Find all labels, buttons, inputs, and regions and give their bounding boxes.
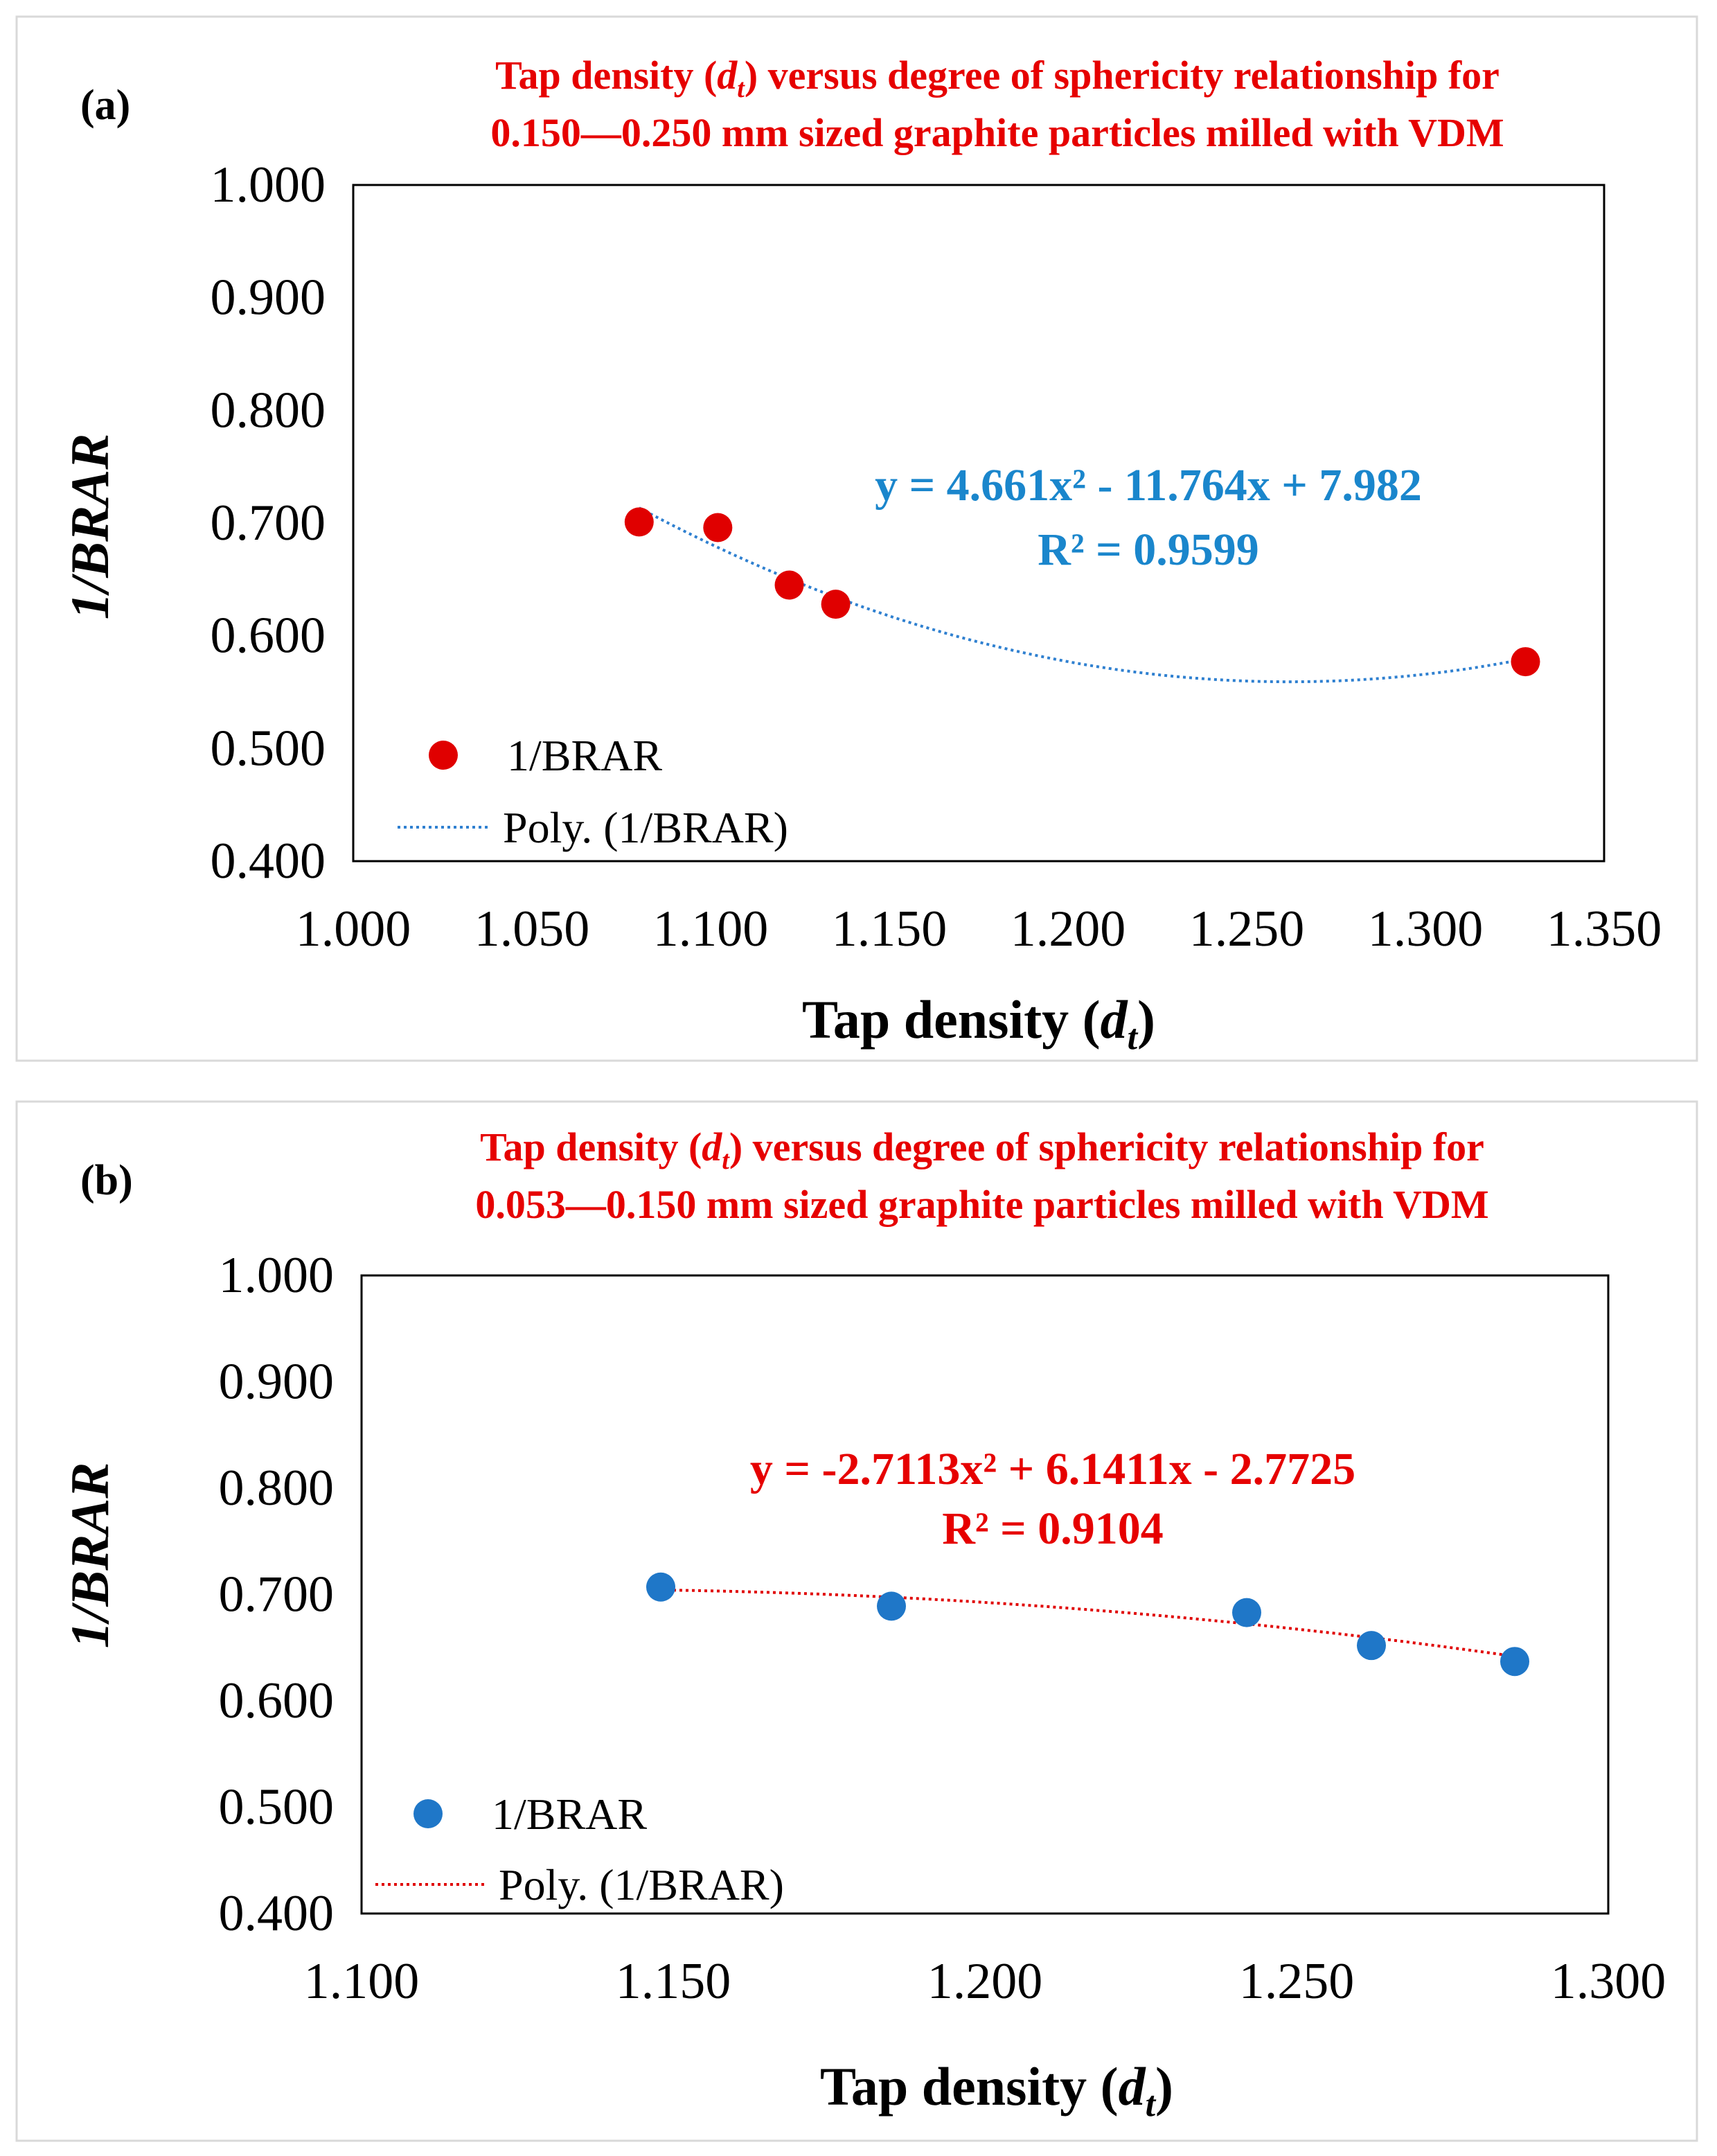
data-point xyxy=(1511,647,1540,677)
trendline-equation: y = -2.7113x² + 6.1411x - 2.7725 xyxy=(750,1444,1355,1494)
legend-label-series: 1/BRAR xyxy=(507,731,662,780)
title-text: 0.053—0.150 mm sized graphite particles … xyxy=(475,1182,1488,1227)
x-tick-label: 1.000 xyxy=(296,901,411,957)
title-text: ) versus degree of sphericity relationsh… xyxy=(729,1124,1484,1169)
chart-title-line: 0.053—0.150 mm sized graphite particles … xyxy=(475,1182,1488,1227)
x-tick-label: 1.100 xyxy=(304,1953,420,2010)
y-tick-label: 0.700 xyxy=(219,1566,335,1623)
legend-label-series: 1/BRAR xyxy=(492,1790,647,1839)
data-point xyxy=(646,1572,675,1602)
y-tick-label: 0.600 xyxy=(211,608,326,664)
x-axis-label-text: ) xyxy=(1155,2056,1173,2117)
plot-area xyxy=(360,1274,1610,1915)
chart-b: (b)Tap density (dt) versus degree of sph… xyxy=(15,1100,1698,2142)
trendline-equation: y = 4.661x² - 11.764x + 7.982 xyxy=(875,460,1422,511)
y-tick-label: 0.900 xyxy=(211,270,326,326)
data-point xyxy=(877,1591,906,1621)
x-axis-label-sub: t xyxy=(1146,2085,1157,2124)
plot-area xyxy=(352,184,1605,863)
title-text: ) versus degree of sphericity relationsh… xyxy=(745,53,1500,98)
chart-title-line: 0.150—0.250 mm sized graphite particles … xyxy=(490,110,1504,155)
x-tick-label: 1.100 xyxy=(653,901,769,957)
x-tick-label: 1.250 xyxy=(1239,1953,1355,2010)
x-axis-label-text: ) xyxy=(1137,989,1155,1050)
panel-label: (a) xyxy=(80,82,130,129)
y-axis-label: 1/BRAR xyxy=(60,434,120,620)
y-tick-label: 0.900 xyxy=(219,1354,335,1411)
legend-label-trend: Poly. (1/BRAR) xyxy=(499,1860,784,1909)
data-point xyxy=(1357,1631,1386,1661)
chart-title-line: Tap density (dt) versus degree of spheri… xyxy=(480,1124,1484,1175)
y-axis-label: 1/BRAR xyxy=(60,1463,120,1649)
data-point xyxy=(774,570,804,600)
y-tick-label: 0.700 xyxy=(211,495,326,551)
y-tick-label: 0.600 xyxy=(219,1672,335,1729)
x-axis-label-var: d xyxy=(1101,989,1128,1050)
panel-label: (b) xyxy=(80,1157,133,1204)
data-point xyxy=(1232,1598,1261,1627)
legend-label-trend: Poly. (1/BRAR) xyxy=(503,803,788,852)
data-point xyxy=(703,513,733,542)
trendline-r2: R² = 0.9104 xyxy=(942,1503,1164,1554)
panel-border xyxy=(15,15,1698,1062)
x-axis-label-var: d xyxy=(1119,2056,1146,2117)
x-axis-label: Tap density (dt) xyxy=(820,2056,1173,2124)
y-tick-label: 0.400 xyxy=(211,833,326,890)
title-var: d xyxy=(717,53,738,98)
title-var: d xyxy=(702,1124,722,1169)
y-tick-label: 0.800 xyxy=(219,1460,335,1517)
x-tick-label: 1.300 xyxy=(1551,1953,1666,2010)
x-tick-label: 1.250 xyxy=(1189,901,1305,957)
y-tick-label: 0.500 xyxy=(219,1779,335,1836)
title-text: Tap density ( xyxy=(480,1124,702,1169)
chart-a: (a)Tap density (dt) versus degree of sph… xyxy=(15,15,1698,1062)
legend-marker xyxy=(429,741,458,770)
x-tick-label: 1.200 xyxy=(1011,901,1126,957)
title-sub: t xyxy=(737,74,745,103)
trendline-r2: R² = 0.9599 xyxy=(1038,524,1259,575)
y-tick-label: 0.400 xyxy=(219,1885,335,1942)
y-tick-label: 0.800 xyxy=(211,382,326,439)
x-tick-label: 1.150 xyxy=(616,1953,731,2010)
x-axis-label-text: Tap density ( xyxy=(802,989,1101,1050)
data-point xyxy=(1500,1647,1529,1677)
title-text: Tap density ( xyxy=(495,53,717,98)
x-tick-label: 1.200 xyxy=(927,1953,1043,2010)
legend-marker xyxy=(413,1799,443,1828)
chart-title-line: Tap density (dt) versus degree of spheri… xyxy=(495,53,1500,103)
x-axis-label: Tap density (dt) xyxy=(802,989,1155,1057)
y-tick-label: 0.500 xyxy=(211,720,326,777)
x-axis-label-text: Tap density ( xyxy=(820,2056,1119,2117)
x-tick-label: 1.350 xyxy=(1547,901,1662,957)
title-text: 0.150—0.250 mm sized graphite particles … xyxy=(490,110,1504,155)
x-tick-label: 1.300 xyxy=(1368,901,1484,957)
y-tick-label: 1.000 xyxy=(219,1247,335,1304)
y-tick-label: 1.000 xyxy=(211,157,326,213)
data-point xyxy=(821,590,851,619)
x-tick-label: 1.050 xyxy=(474,901,590,957)
data-point xyxy=(624,507,654,537)
x-axis-label-sub: t xyxy=(1128,1018,1139,1057)
x-tick-label: 1.150 xyxy=(832,901,948,957)
title-sub: t xyxy=(722,1146,730,1175)
